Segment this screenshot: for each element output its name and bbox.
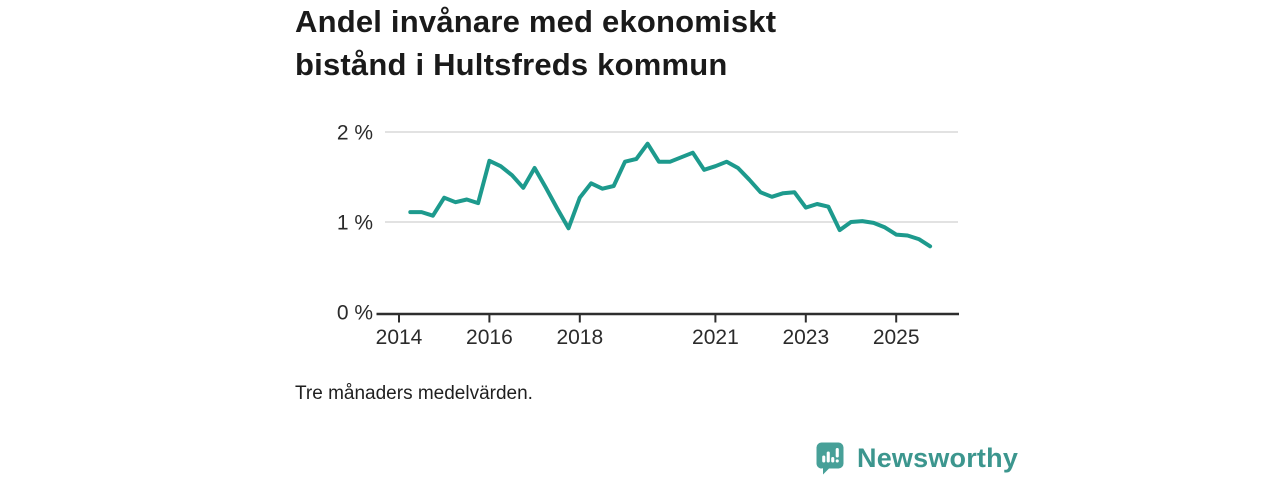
newsworthy-logo-icon [816, 442, 844, 475]
x-axis-label-2021: 2021 [692, 326, 739, 349]
x-axis-label-2018: 2018 [556, 326, 603, 349]
chart-title: Andel invånare med ekonomiskt bistånd i … [295, 0, 935, 86]
data-line-series [408, 141, 933, 249]
newsworthy-branding: Newsworthy [816, 442, 1018, 475]
bar-chart-glyph [822, 448, 839, 463]
x-axis-label-2014: 2014 [376, 326, 423, 349]
x-axis-label-2016: 2016 [466, 326, 513, 349]
chart-title-line-1: Andel invånare med ekonomiskt [295, 4, 777, 39]
x-axis-label-2023: 2023 [782, 326, 829, 349]
y-axis-label-0: 0 % [337, 302, 373, 325]
x-axis-label-2025: 2025 [873, 326, 920, 349]
chart-title-line-2: bistånd i Hultsfreds kommun [295, 47, 728, 82]
speech-bubble-shape [816, 442, 844, 475]
newsworthy-wordmark: Newsworthy [857, 443, 1019, 473]
chart-note: Tre månaders medelvärden. [295, 383, 533, 404]
y-axis-label-2: 2 % [337, 122, 373, 145]
y-axis-label-1: 1 % [337, 212, 373, 235]
